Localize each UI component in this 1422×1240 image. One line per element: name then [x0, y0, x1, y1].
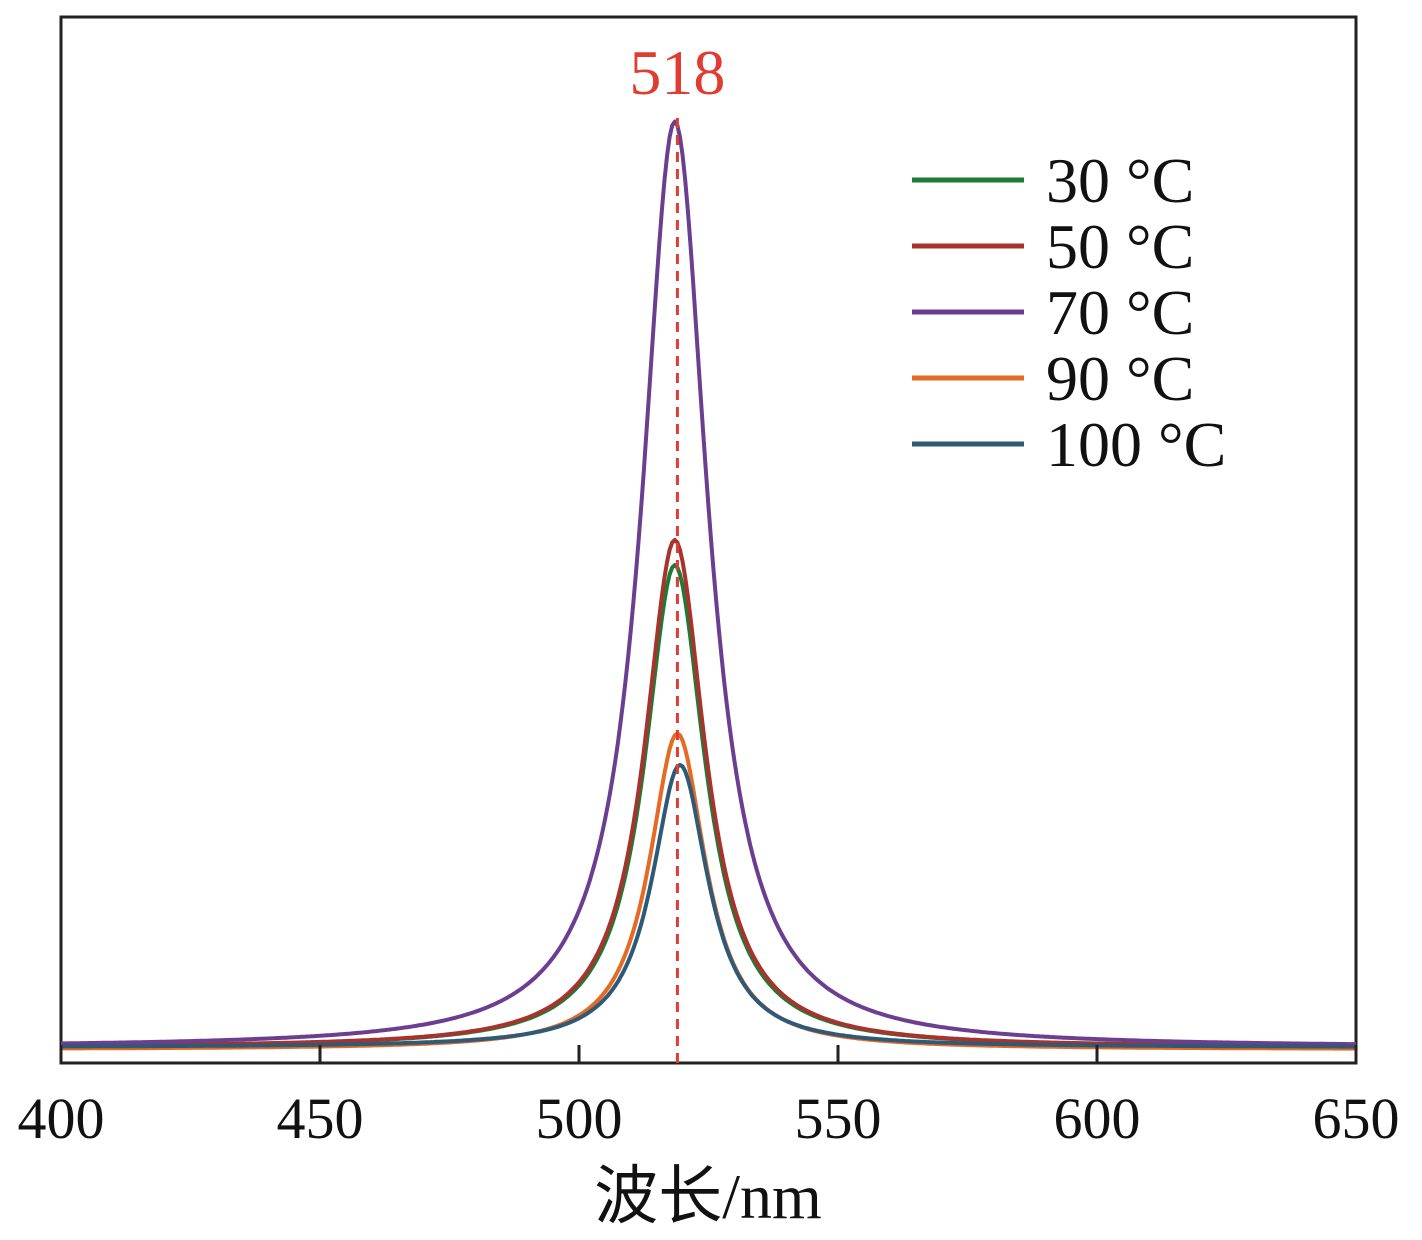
x-tick-label: 450	[277, 1086, 364, 1151]
x-tick-label: 650	[1313, 1086, 1400, 1151]
peak-annotation-label: 518	[629, 37, 725, 108]
x-tick-label: 400	[18, 1086, 105, 1151]
legend-label-1: 50 °C	[1046, 211, 1194, 282]
legend-label-3: 90 °C	[1046, 343, 1194, 414]
plot-area: 518	[59, 15, 1358, 1065]
series-line-4	[60, 762, 1356, 1049]
legend-label-4: 100 °C	[1046, 409, 1226, 480]
series-line-0	[61, 563, 1356, 1048]
x-tick-label: 550	[795, 1086, 882, 1151]
legend-label-0: 30 °C	[1046, 145, 1194, 216]
x-axis: 400 450 500 550 600 650	[18, 1045, 1400, 1151]
plot-frame	[59, 15, 1358, 1065]
x-axis-label: 波长/nm	[594, 1161, 822, 1232]
legend-label-2: 70 °C	[1046, 277, 1194, 348]
x-tick-label: 600	[1054, 1086, 1141, 1151]
x-tick-label: 500	[536, 1086, 623, 1151]
series-line-2	[61, 119, 1356, 1047]
